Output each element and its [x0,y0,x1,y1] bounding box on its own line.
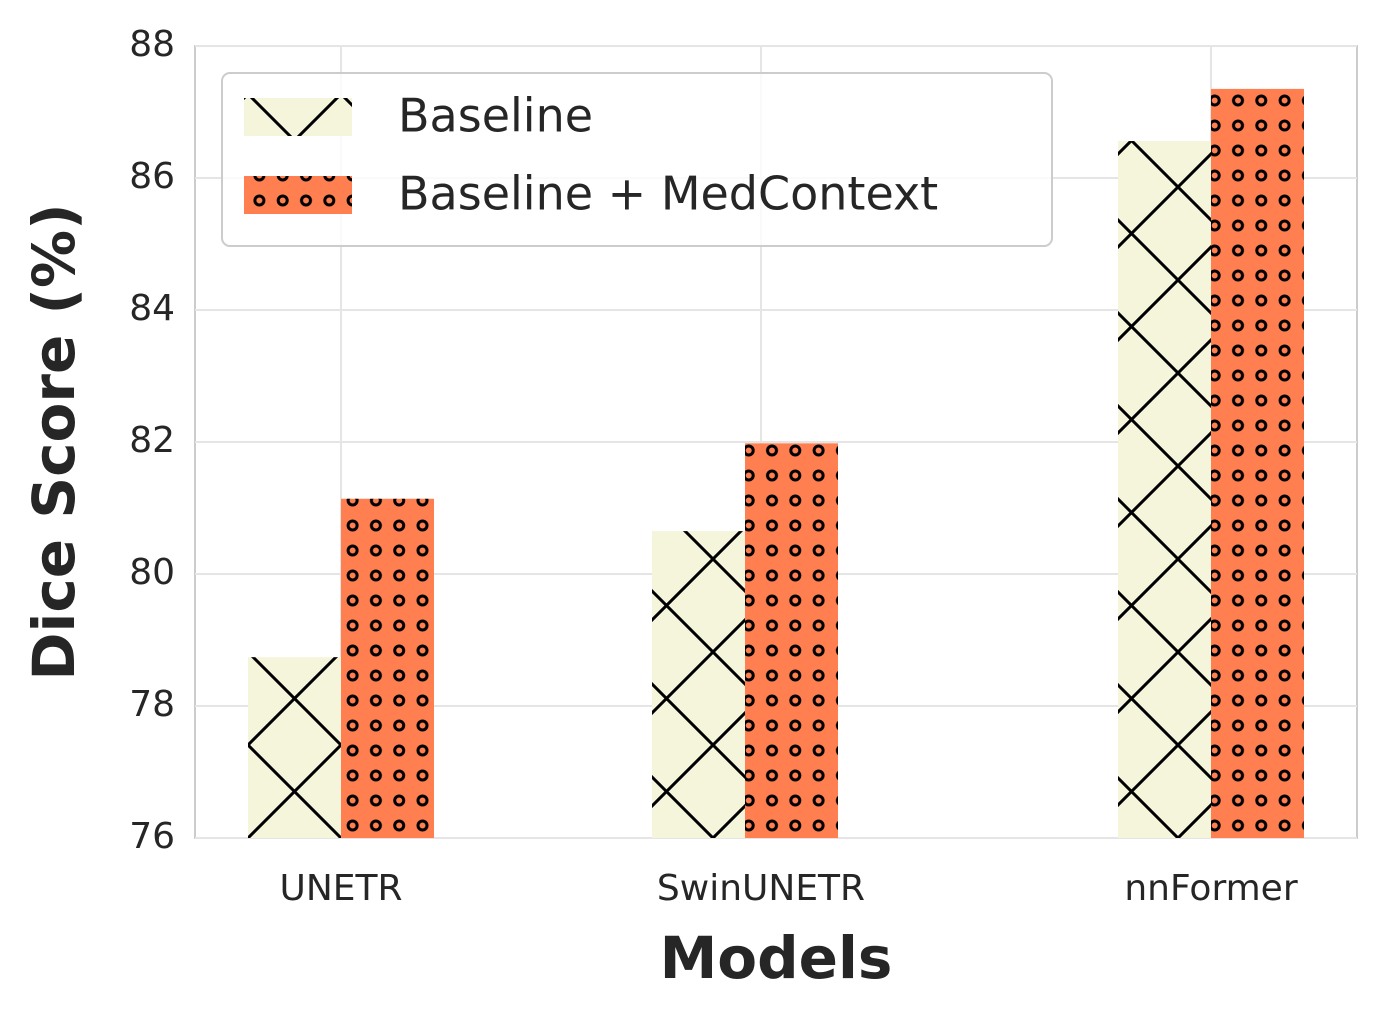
bar-hatch [1118,141,1211,839]
y-tick-label: 76 [129,816,175,857]
y-tick-label: 78 [129,684,175,725]
bar-hatch [652,531,745,838]
legend-swatch-hatch [244,176,352,214]
legend: Baseline Baseline + MedContext [221,72,1053,247]
x-axis-label: Models [660,924,893,992]
y-tick-label: 84 [129,288,175,329]
legend-label: Baseline [398,89,593,143]
bar-hatch [248,657,341,838]
bars [248,88,1304,839]
y-axis-label: Dice Score (%) [20,203,88,680]
y-tick-label: 80 [129,552,175,593]
legend-swatch-hatch [244,98,352,136]
bar-hatch [1211,88,1304,838]
x-tick-label: SwinUNETR [657,868,865,909]
legend-label: Baseline + MedContext [398,167,938,221]
y-tick-label: 86 [129,156,175,197]
bar-hatch [341,498,434,838]
legend-box [221,72,1053,247]
x-tick-label: nnFormer [1124,868,1297,909]
y-tick-label: 82 [129,420,175,461]
bar-hatch [745,443,838,838]
x-tick-label: UNETR [279,868,402,909]
y-tick-label: 88 [129,24,175,65]
